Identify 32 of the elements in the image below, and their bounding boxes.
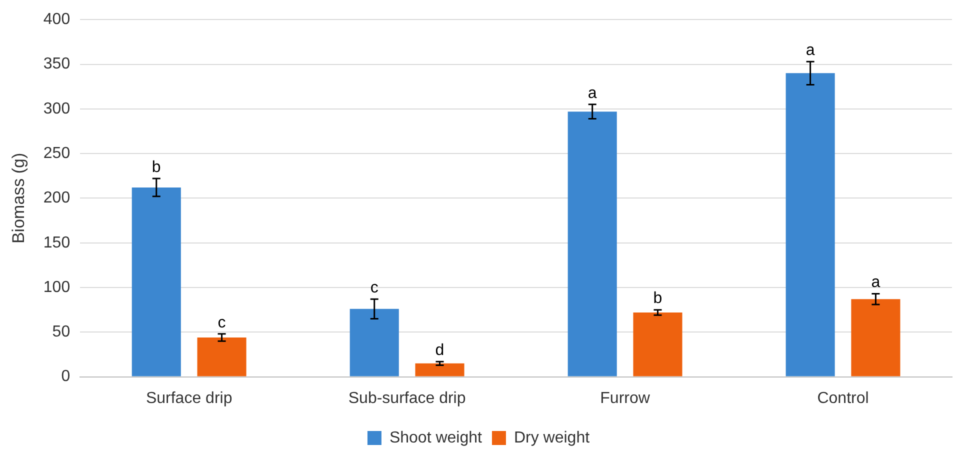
legend-label: Dry weight [514, 429, 590, 446]
bar [415, 363, 464, 376]
legend-label: Shoot weight [389, 429, 483, 446]
data-label: c [370, 280, 378, 297]
data-label: a [871, 274, 880, 292]
x-tick-label: Sub-surface drip [348, 390, 466, 407]
x-tick-label: Control [817, 390, 869, 407]
y-axis-title: Biomass (g) [8, 152, 28, 244]
bar [633, 312, 682, 376]
data-label: d [435, 342, 444, 360]
y-tick-label: 300 [43, 100, 70, 118]
x-tick-label: Furrow [600, 390, 650, 407]
bar [786, 73, 835, 376]
data-label: a [806, 42, 815, 59]
y-tick-label: 0 [61, 368, 70, 386]
data-label: b [152, 158, 161, 176]
y-tick-label: 50 [52, 324, 70, 341]
y-tick-label: 250 [43, 144, 70, 162]
data-label: c [218, 314, 226, 332]
y-tick-label: 200 [43, 190, 70, 207]
bar [197, 338, 246, 376]
bar [851, 299, 900, 376]
bar [350, 308, 399, 376]
bar [132, 187, 181, 376]
y-tick-label: 400 [43, 11, 70, 28]
y-tick-label: 100 [43, 278, 70, 296]
y-tick-label: 350 [43, 56, 70, 73]
data-label: b [653, 290, 662, 308]
x-tick-label: Surface drip [146, 390, 232, 407]
data-label: a [588, 84, 597, 102]
y-tick-label: 150 [43, 234, 70, 252]
bar [568, 112, 617, 376]
